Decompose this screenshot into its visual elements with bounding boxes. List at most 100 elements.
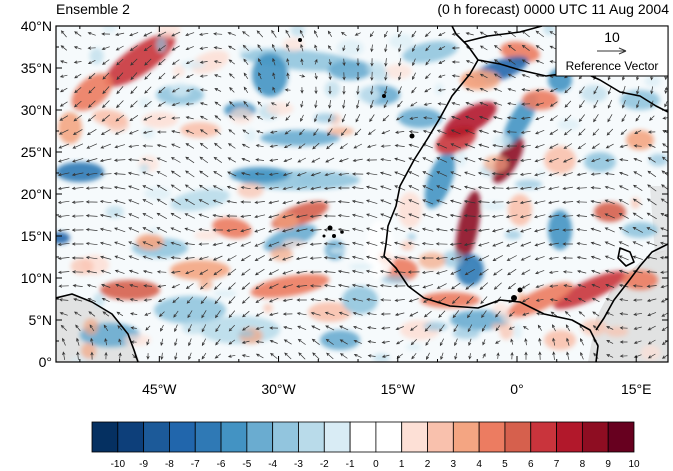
wind-vector <box>646 227 658 233</box>
wind-vector <box>240 171 251 176</box>
wind-vector <box>522 312 530 316</box>
colorbar-swatch <box>401 421 428 453</box>
wind-vector <box>243 86 249 93</box>
wind-vector <box>421 241 434 246</box>
north-africa-coast <box>577 69 668 113</box>
wind-vector <box>591 143 600 149</box>
wind-vector <box>185 102 194 106</box>
wind-vector <box>324 297 335 302</box>
wind-vector <box>370 71 374 81</box>
wind-vector <box>591 269 601 274</box>
wind-vector <box>142 144 153 148</box>
wind-vector <box>171 283 180 289</box>
wind-vector <box>255 326 264 330</box>
wind-vector <box>395 339 404 345</box>
wind-vector <box>478 268 489 276</box>
wind-vector <box>577 143 586 150</box>
wind-vector <box>269 326 279 330</box>
wind-vector <box>407 256 420 260</box>
wind-vector <box>521 59 530 65</box>
wind-vector <box>535 284 544 289</box>
wind-vector <box>619 312 628 316</box>
wind-vector <box>477 185 490 190</box>
wind-vector <box>381 340 390 344</box>
wind-vector <box>102 59 110 65</box>
wind-vector <box>255 297 265 304</box>
wind-vector <box>564 311 571 317</box>
colorbar-label: 1 <box>399 459 405 470</box>
wind-vector <box>535 270 545 275</box>
wind-vector <box>618 269 629 274</box>
wind-vector <box>521 102 531 106</box>
wind-vector <box>548 186 560 191</box>
wind-vector <box>621 114 627 123</box>
wind-vector <box>342 72 346 81</box>
wind-vector <box>185 143 195 149</box>
wind-vector <box>354 32 361 36</box>
wind-vector <box>605 283 615 288</box>
wind-vector <box>309 270 322 274</box>
wind-vector <box>425 45 431 52</box>
wind-vector <box>241 143 250 149</box>
wind-vector <box>201 324 207 333</box>
wind-vector <box>535 298 544 302</box>
wind-vector <box>240 228 252 233</box>
wind-vector <box>535 30 545 38</box>
colorbar-swatch <box>323 421 351 453</box>
wind-vector <box>632 241 643 247</box>
wind-vector <box>436 157 448 163</box>
wind-vector <box>325 325 335 331</box>
wind-vector <box>604 185 615 190</box>
wind-vector <box>185 74 194 78</box>
wind-vector <box>424 87 432 93</box>
wind-vector <box>356 99 360 109</box>
wind-vector <box>87 32 96 36</box>
wind-vector <box>367 354 376 358</box>
wind-vector <box>633 312 643 316</box>
colorbar-label: 3 <box>451 459 457 470</box>
wind-vector <box>130 58 138 66</box>
wind-vector <box>465 87 474 92</box>
wind-vector <box>156 255 167 260</box>
wind-vector <box>578 114 585 123</box>
wind-vector <box>309 228 322 232</box>
wind-vector <box>85 214 98 218</box>
wind-vector <box>85 172 98 177</box>
wind-vector <box>241 282 251 290</box>
wind-vector <box>171 59 180 65</box>
wind-vector <box>254 186 265 190</box>
wind-vector <box>229 87 235 93</box>
wind-vector <box>606 128 614 136</box>
wind-vector <box>492 255 503 261</box>
wind-vector <box>463 214 476 218</box>
wind-vector <box>199 74 208 78</box>
lon-tick-label: 30°W <box>261 381 296 397</box>
wind-vector <box>212 185 223 191</box>
wind-vector <box>114 213 126 219</box>
wind-vector <box>214 74 222 78</box>
wind-vector <box>664 101 668 108</box>
wind-vector <box>295 214 308 219</box>
colorbar-label: 0 <box>373 459 379 470</box>
wind-vector <box>99 172 112 176</box>
wind-vector <box>353 339 362 344</box>
wind-vector <box>562 228 574 232</box>
wind-vector <box>116 86 124 95</box>
colorbar-swatch <box>556 421 583 453</box>
wind-vector <box>465 282 475 290</box>
wind-vector <box>142 130 153 135</box>
wind-vector <box>636 86 640 95</box>
wind-vector <box>144 72 152 80</box>
wind-vector <box>198 256 209 261</box>
wind-vector <box>618 185 629 191</box>
wind-vector <box>99 199 112 204</box>
wind-vector <box>198 242 209 246</box>
wind-vector <box>226 228 237 233</box>
wind-vector <box>646 270 657 274</box>
wind-vector <box>464 129 475 135</box>
wind-vector <box>366 227 378 233</box>
wind-vector <box>351 199 364 204</box>
wind-vector <box>338 311 349 316</box>
wind-vector <box>286 57 290 66</box>
wind-vector <box>449 228 462 232</box>
